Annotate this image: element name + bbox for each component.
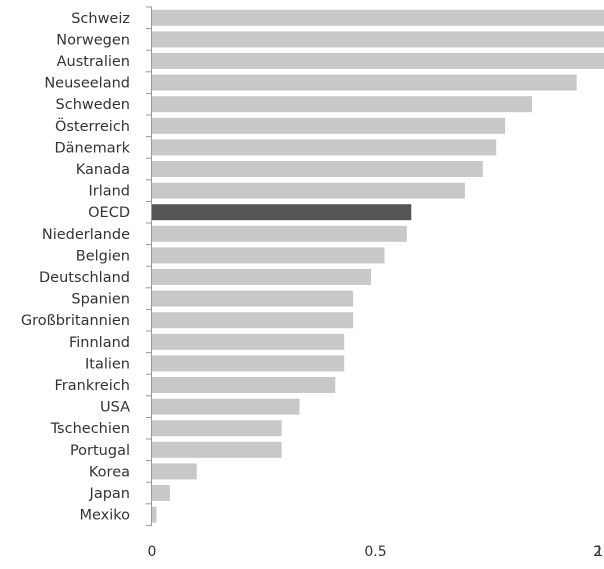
- category-label: Australien: [57, 54, 130, 70]
- bar-oecd: [152, 204, 412, 221]
- bar-norwegen: [152, 31, 604, 48]
- bar-niederlande: [152, 225, 407, 242]
- bar-kanada: [152, 161, 483, 177]
- axis-layer: [146, 6, 152, 526]
- category-label: Frankreich: [55, 378, 130, 394]
- category-label: Irland: [88, 184, 130, 200]
- category-label: Schweiz: [71, 11, 130, 27]
- bar-finnland: [152, 333, 345, 350]
- bar-frankreich: [152, 377, 336, 393]
- category-label: Finnland: [69, 335, 130, 351]
- bar-neuseeland: [152, 74, 577, 91]
- bar-tschechien: [152, 420, 282, 437]
- category-labels-layer: Schweiz Norwegen Australien Neuseeland Schwe…: [21, 11, 131, 524]
- category-label: Mexiko: [79, 508, 130, 524]
- x-tick-label: 2: [593, 544, 602, 560]
- x-tick-label: 0.5: [364, 544, 386, 560]
- category-label: Italien: [85, 356, 130, 372]
- bar-belgien: [152, 247, 385, 264]
- bar-schweden: [152, 96, 532, 113]
- category-label: Portugal: [70, 443, 130, 459]
- category-label: Korea: [89, 464, 130, 480]
- bar-japan: [152, 485, 170, 501]
- bar-dänemark: [152, 139, 497, 156]
- category-label: Tschechien: [50, 421, 130, 437]
- category-label: Kanada: [76, 162, 130, 178]
- bar-usa: [152, 398, 300, 415]
- category-label: Belgien: [76, 248, 130, 264]
- bar-italien: [152, 355, 345, 372]
- category-label: Dänemark: [54, 140, 130, 156]
- x-tick-label: 0: [148, 544, 157, 560]
- category-label: Neuseeland: [44, 76, 130, 92]
- bar-australien: [152, 53, 604, 69]
- x-tick-labels-layer: 00.511.52: [148, 544, 604, 560]
- category-label: Großbritannien: [21, 313, 130, 329]
- category-label: Norwegen: [56, 32, 130, 48]
- category-label: OECD: [88, 205, 130, 221]
- x-tick-label: 1: [595, 544, 604, 560]
- category-label: Österreich: [55, 117, 130, 135]
- bar-großbritannien: [152, 312, 354, 329]
- category-label: Schweden: [56, 97, 130, 113]
- bar-österreich: [152, 117, 506, 134]
- bar-spanien: [152, 290, 354, 307]
- category-label: Spanien: [71, 292, 130, 308]
- bar-portugal: [152, 441, 282, 458]
- bar-irland: [152, 182, 465, 199]
- category-label: Niederlande: [42, 227, 130, 243]
- category-label: USA: [100, 400, 130, 416]
- bar-korea: [152, 463, 197, 480]
- category-label: Japan: [89, 486, 130, 502]
- bar-schweiz: [152, 9, 604, 26]
- bars-layer: [152, 9, 604, 523]
- bar-mexiko: [152, 506, 157, 523]
- bar-deutschland: [152, 269, 372, 285]
- category-label: Deutschland: [39, 270, 130, 286]
